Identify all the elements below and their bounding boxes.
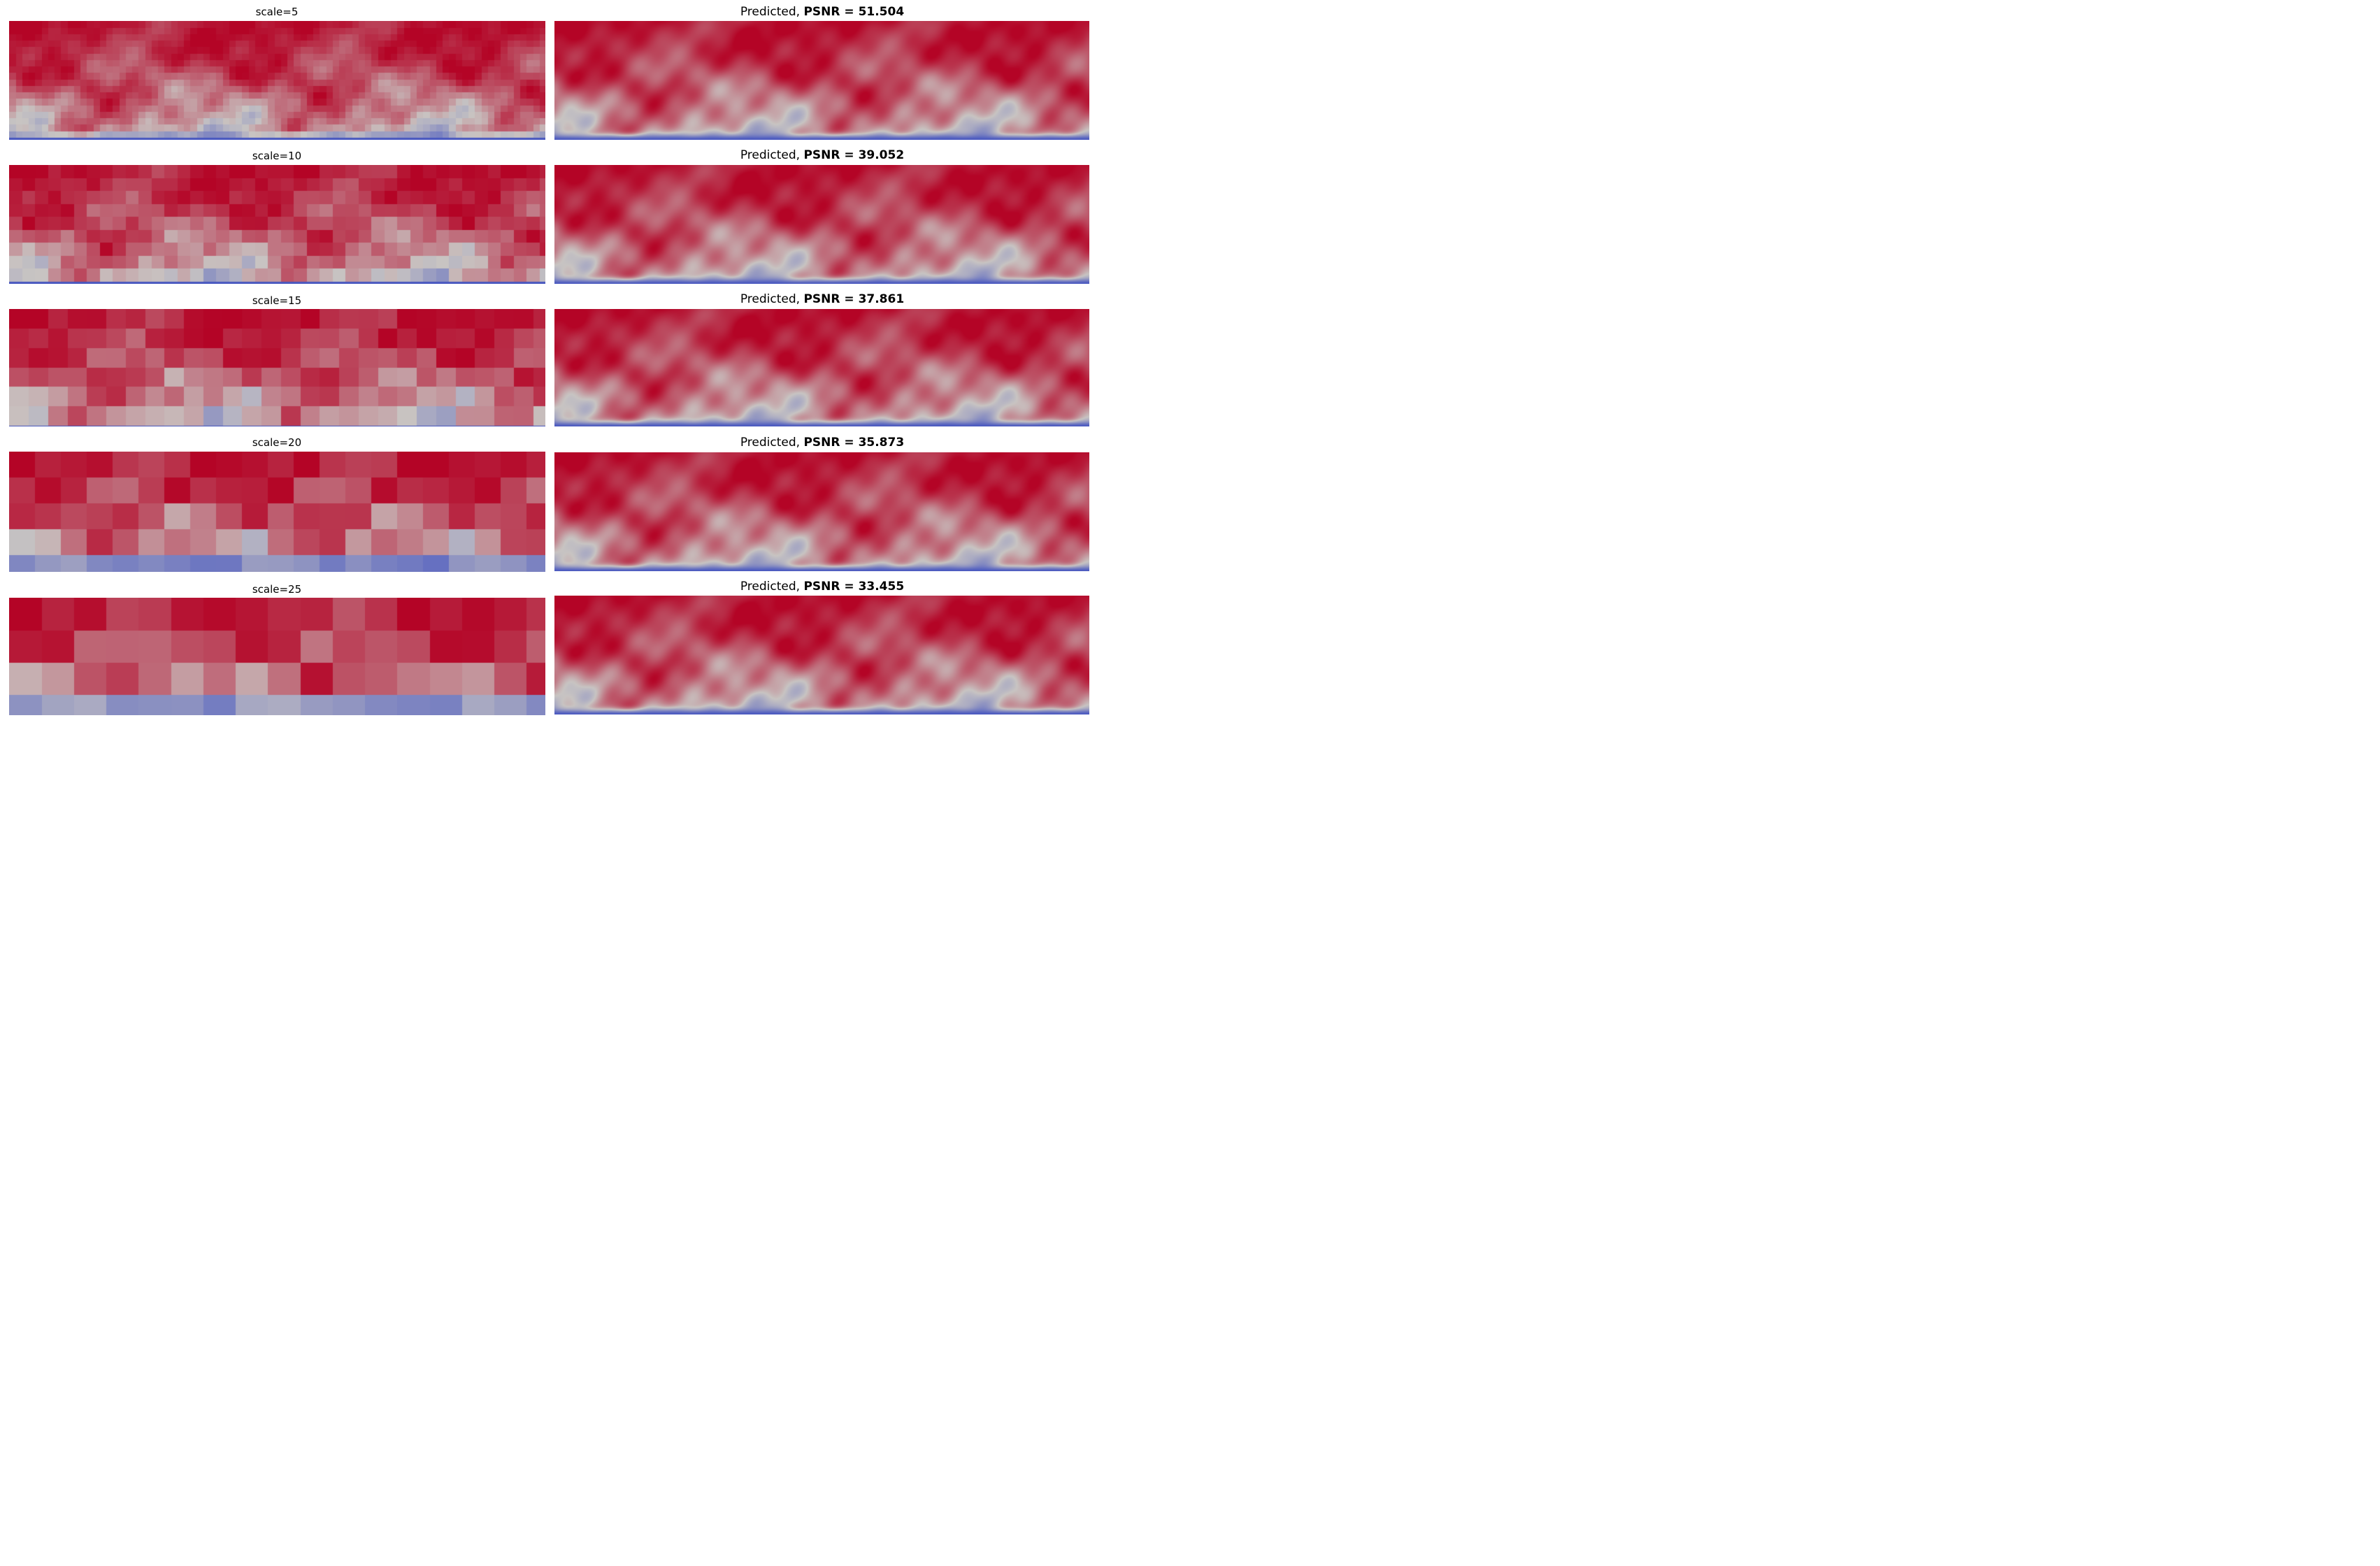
output-title-3: Predicted, PSNR = 37.861 — [740, 294, 904, 306]
output-title-2: Predicted, PSNR = 39.052 — [740, 150, 904, 161]
input-title-5: scale=25 — [252, 583, 302, 596]
output-title-prefix: Predicted, — [740, 5, 804, 19]
input-title-4: scale=20 — [252, 436, 302, 449]
input-title-3: scale=15 — [252, 294, 302, 307]
output-title-4: Predicted, PSNR = 35.873 — [740, 437, 904, 449]
psnr-value: PSNR = 51.504 — [803, 5, 905, 19]
output-title-prefix: Predicted, — [740, 436, 804, 450]
predicted-field-3 — [554, 309, 1089, 426]
output-title-1: Predicted, PSNR = 51.504 — [740, 6, 904, 18]
output-title-prefix: Predicted, — [740, 292, 804, 306]
psnr-value: PSNR = 35.873 — [803, 436, 905, 450]
input-field-scale-10 — [9, 165, 545, 284]
output-title-5: Predicted, PSNR = 33.455 — [740, 581, 904, 593]
predicted-field-2 — [554, 165, 1089, 284]
predicted-field-1 — [554, 21, 1089, 140]
input-title-1: scale=5 — [255, 6, 299, 18]
input-field-scale-20 — [9, 452, 545, 572]
input-field-scale-25 — [9, 598, 545, 715]
input-field-scale-5 — [9, 21, 545, 140]
output-title-prefix: Predicted, — [740, 148, 804, 162]
psnr-value: PSNR = 37.861 — [803, 292, 905, 306]
output-title-prefix: Predicted, — [740, 580, 804, 594]
psnr-value: PSNR = 33.455 — [803, 580, 905, 594]
psnr-value: PSNR = 39.052 — [803, 148, 905, 162]
predicted-field-4 — [554, 452, 1089, 571]
input-title-2: scale=10 — [252, 150, 302, 162]
predicted-field-5 — [554, 596, 1089, 714]
input-field-scale-15 — [9, 309, 545, 426]
